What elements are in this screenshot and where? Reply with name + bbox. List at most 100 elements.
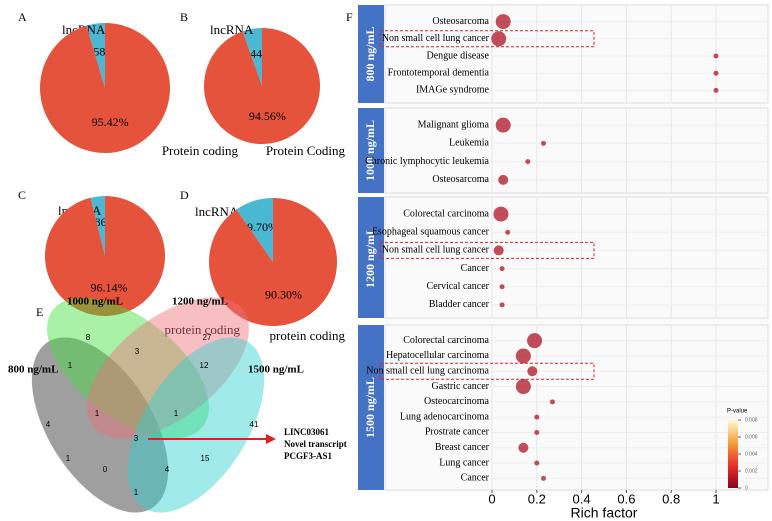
- colorbar-tick-label: 0.002: [745, 468, 758, 474]
- dot: [499, 302, 505, 308]
- dot: [541, 475, 547, 481]
- pie-category-label: Protein coding: [162, 143, 239, 158]
- category-label: Colorectal carcinoma: [403, 335, 489, 346]
- x-tick-label: 0.8: [662, 491, 680, 506]
- panel-label: A: [18, 10, 27, 24]
- dot: [534, 414, 540, 420]
- category-label: Colorectal carcinoma: [403, 208, 489, 219]
- x-tick-label: 0.6: [617, 491, 635, 506]
- venn-set: [47, 297, 209, 439]
- highlight-box: [379, 362, 595, 380]
- pie-slice: [45, 196, 166, 317]
- venn-set: [87, 297, 249, 439]
- category-label: Lung cancer: [439, 457, 489, 468]
- venn-count: 8: [86, 333, 91, 342]
- dot: [495, 117, 511, 133]
- dot: [713, 53, 719, 59]
- colorbar: [728, 420, 738, 488]
- venn-count: 1: [174, 409, 179, 418]
- category-label: IMAGe syndrome: [416, 85, 490, 96]
- panel-label: E: [36, 305, 43, 319]
- dot: [499, 284, 505, 290]
- dot: [541, 140, 547, 146]
- panel-label: D: [180, 188, 189, 202]
- category-label: Non small cell lung cancer: [382, 33, 490, 44]
- venn-count: 1: [68, 361, 73, 370]
- group-strip: [358, 197, 384, 318]
- plot-background: [385, 3, 768, 493]
- pie-category-label: Protein Coding: [266, 143, 346, 158]
- category-label: Prostrate cancer: [425, 427, 490, 438]
- venn-set-label: 1000 ng/mL: [67, 296, 123, 308]
- dot: [713, 87, 719, 93]
- group-strip: [358, 5, 384, 103]
- category-label: Dengue disease: [427, 50, 490, 61]
- venn-count: 3: [135, 347, 140, 356]
- pie-slice: [86, 23, 105, 88]
- category-label: Esophageal squamous cancer: [372, 227, 490, 238]
- x-tick-label: 0: [488, 491, 495, 506]
- venn-count: 4: [165, 465, 170, 474]
- dot: [549, 399, 555, 405]
- venn-count: 12: [200, 361, 209, 370]
- venn-set-label: 800 ng/mL: [8, 364, 58, 376]
- category-label: Osteocarcinoma: [424, 396, 490, 407]
- panel-frame: [384, 4, 769, 104]
- category-label: Osteosarcoma: [432, 16, 489, 27]
- panel-frame: [384, 196, 769, 319]
- dot: [491, 31, 507, 47]
- dot: [505, 229, 511, 235]
- colorbar-tick-label: 0.006: [745, 434, 758, 440]
- venn-count: 15: [201, 454, 210, 463]
- x-tick-label: 0.4: [573, 491, 591, 506]
- panel-frame: [384, 324, 769, 491]
- colorbar-tick-label: 0.004: [745, 451, 758, 457]
- dot: [495, 14, 511, 30]
- highlight-box: [379, 30, 595, 48]
- venn-count: 3: [134, 434, 139, 443]
- panel-label: F: [346, 10, 353, 24]
- pie-value-label: 9.70%: [247, 220, 278, 234]
- colorbar-tick-label: 0: [745, 485, 748, 491]
- pie-slice: [90, 196, 105, 256]
- annotation: LINC03061: [284, 427, 330, 437]
- category-label: Non small cell lung carcinoma: [366, 366, 489, 377]
- venn-set: [127, 337, 265, 513]
- category-label: Breast cancer: [435, 442, 490, 453]
- venn-count: 1: [134, 488, 139, 497]
- x-tick-label: 1: [712, 491, 719, 506]
- group-label: 1500 ng/mL: [363, 377, 377, 438]
- dot: [515, 379, 531, 395]
- category-label: Osteosarcoma: [432, 174, 489, 185]
- dot: [534, 460, 540, 466]
- arrow-head: [266, 434, 276, 444]
- dot: [493, 206, 509, 222]
- category-label: Frontotemporal dementia: [388, 67, 490, 78]
- category-label: Cancer: [461, 263, 490, 274]
- x-axis-title: Rich factor: [571, 505, 638, 521]
- panel-label: C: [18, 188, 26, 202]
- pie-slice: [39, 23, 170, 154]
- annotation: PCGF3-AS1: [284, 451, 332, 461]
- pie-slice: [209, 198, 337, 327]
- panel-label: B: [180, 10, 188, 24]
- venn-set: [31, 337, 169, 513]
- pie-category-label: lncRNA: [195, 204, 239, 219]
- dot: [518, 442, 529, 453]
- dot: [499, 266, 505, 272]
- annotation: Novel transcript: [284, 439, 347, 449]
- category-label: Cancer: [461, 473, 490, 484]
- group-strip: [358, 108, 384, 193]
- category-label: Gastric cancer: [432, 381, 490, 392]
- pie-category-label: protein coding: [270, 328, 346, 343]
- pie-value-label: 94.56%: [249, 109, 286, 123]
- dot: [534, 429, 540, 435]
- venn-count: 41: [250, 420, 259, 429]
- x-tick-label: 0.2: [528, 491, 546, 506]
- colorbar-title: P-value: [727, 409, 748, 415]
- pie-category-label: protein coding: [165, 322, 241, 337]
- pie-slice: [242, 28, 262, 86]
- dot: [527, 333, 543, 349]
- category-label: Lung adenocarcinoma: [400, 411, 490, 422]
